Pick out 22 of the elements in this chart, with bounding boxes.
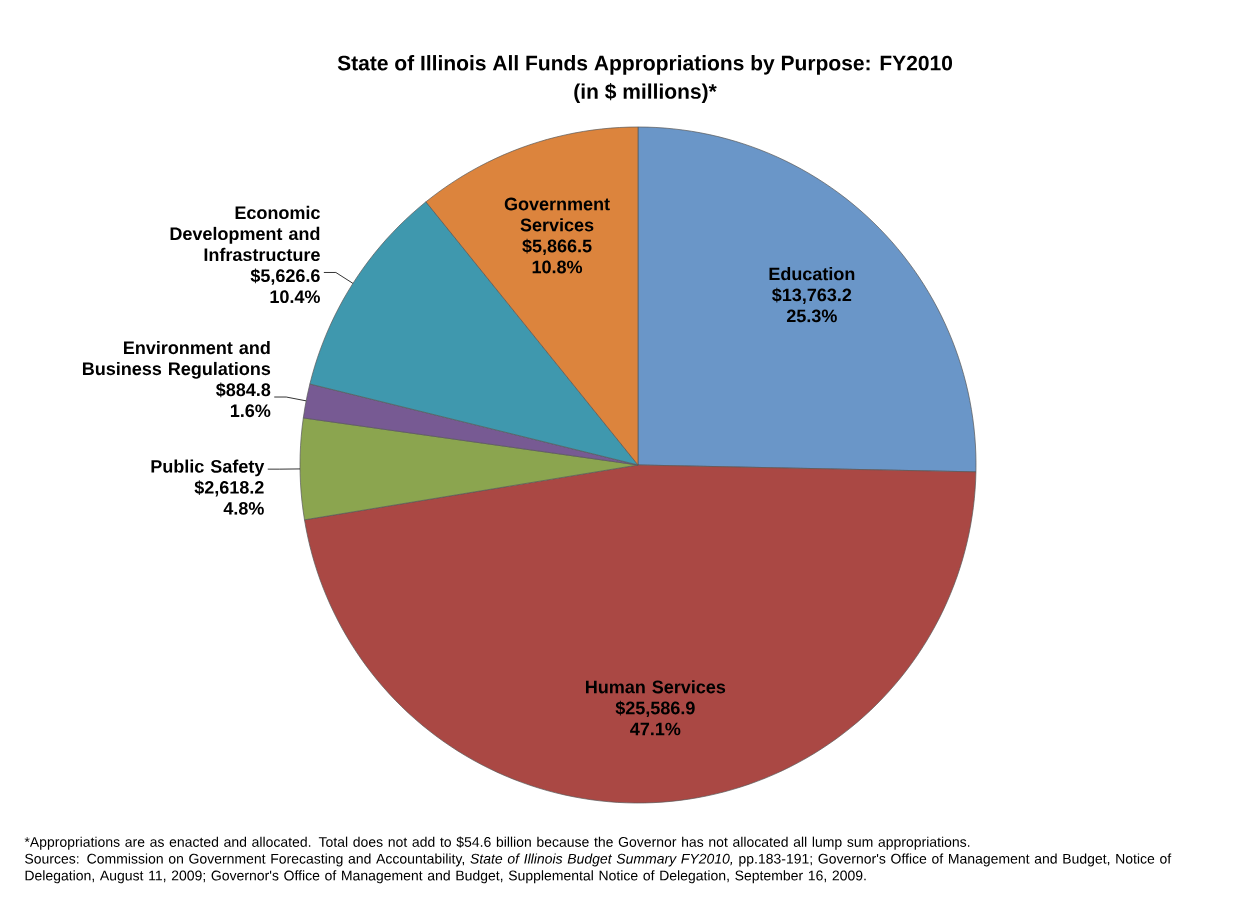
text: 4.8% — [223, 502, 264, 515]
text: 25.3% — [786, 309, 837, 323]
data-label: $2,618.2 — [194, 480, 264, 497]
slice-label: Education — [769, 267, 855, 281]
data-label: $5,866.5 — [522, 238, 592, 255]
slice-label: Human Services — [586, 680, 726, 694]
chart-title: State of Illinois All Funds Appropriations by Purpose: FY2010 — [337, 55, 953, 75]
text: 10.4% — [270, 290, 320, 304]
text: *Appropriations are as enacted and allocated. Total does not add to $54.6 billion because the Governor has not allocated all lump sum appropriations. — [24, 836, 970, 850]
data-label: $13,763.2 — [772, 287, 852, 304]
source-note: Sources: Commission on Government Forecasting and Accountability, State of Illinois Budget Summary FY2010, pp.183-191; Governor's Office of Management and Budget, Notice of Delegation, August 11, 2009; Governor's Office of Management and Budget, Supplemental Notice of Delegation, September 16, 2009. — [25, 853, 1172, 884]
slice-label: Public Safety — [151, 459, 265, 477]
text: 10.8% — [532, 260, 583, 274]
data-label: $25,586.9 — [615, 700, 695, 717]
slice-label: Government Services — [504, 197, 610, 232]
data-label: $884.8 — [216, 382, 271, 398]
chart-subtitle: (in $ millions)* — [574, 83, 717, 104]
text: 47.1% — [630, 722, 681, 736]
slice-label: Environment and Business Regulations — [82, 340, 271, 379]
text: 1.6% — [230, 404, 271, 418]
slice-label: Economic Development and Infrastructure — [170, 205, 320, 262]
data-label: $5,626.6 — [250, 268, 320, 285]
